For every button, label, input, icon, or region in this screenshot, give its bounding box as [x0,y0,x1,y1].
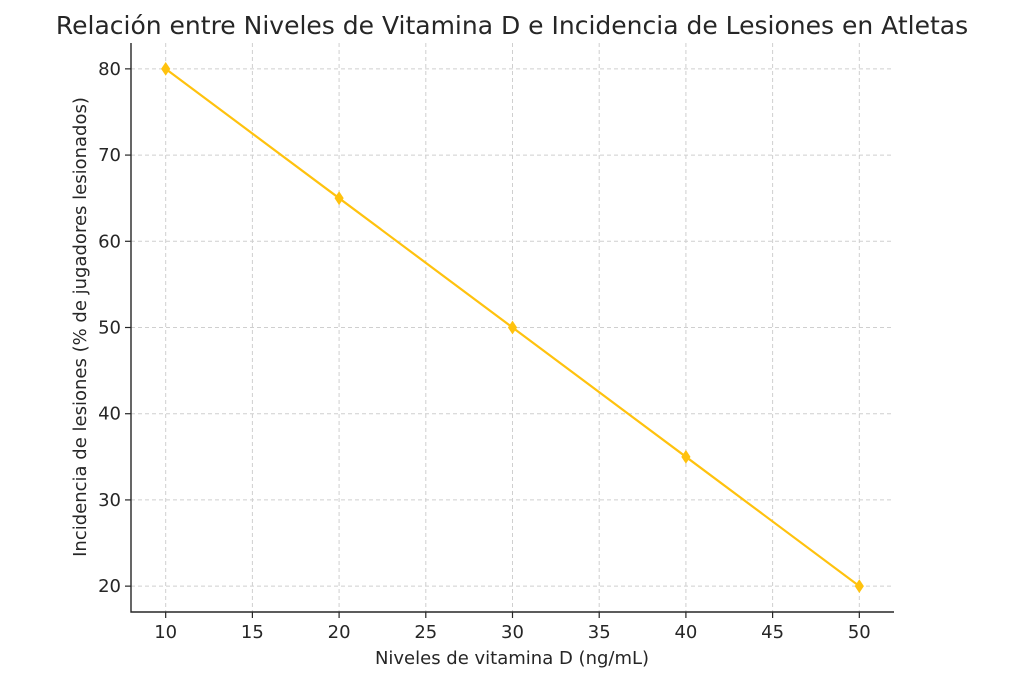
data-point-marker [854,579,864,594]
y-tick-label: 80 [98,59,121,80]
x-axis-ticks: 10 15 20 25 30 35 40 45 50 [154,612,871,643]
x-tick-label: 45 [761,622,784,643]
data-point-marker [334,191,344,206]
x-tick-label: 50 [848,622,871,643]
x-tick-label: 10 [154,622,177,643]
y-tick-label: 60 [98,231,121,252]
y-axis-label: Incidencia de lesiones (% de jugadores l… [70,97,91,557]
x-tick-label: 40 [674,622,697,643]
y-tick-label: 70 [98,145,121,166]
axis-spines [130,43,894,613]
x-axis-label: Niveles de vitamina D (ng/mL) [375,648,649,669]
x-tick-label: 20 [328,622,351,643]
chart-title: Relación entre Niveles de Vitamina D e I… [56,11,968,40]
data-series [161,61,864,594]
data-point-marker [161,61,171,76]
data-point-marker [507,320,518,335]
x-tick-label: 35 [588,622,611,643]
axes [130,43,894,613]
y-tick-label: 20 [98,576,121,597]
y-tick-label: 30 [98,490,121,511]
y-tick-label: 50 [98,318,121,339]
x-tick-label: 15 [241,622,264,643]
y-axis-ticks: 20 30 40 50 60 70 80 [98,59,131,597]
data-point-marker [681,449,691,464]
x-tick-label: 25 [414,622,437,643]
y-tick-label: 40 [98,404,121,425]
x-tick-label: 30 [501,622,524,643]
